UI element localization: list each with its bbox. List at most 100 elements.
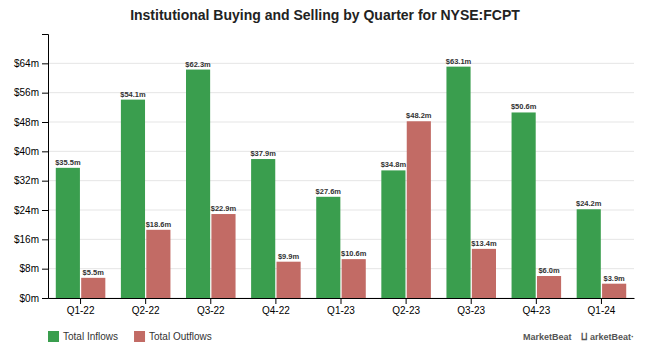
x-tick-mark	[80, 298, 81, 304]
legend-label: Total Outflows	[149, 331, 212, 342]
bar	[407, 121, 431, 298]
y-tick-mark	[42, 181, 48, 182]
data-label: $50.6m	[511, 102, 537, 111]
x-tick-label: Q4-22	[262, 305, 290, 316]
annotation: ⨿ arketBeat·	[581, 332, 634, 342]
bars	[56, 67, 626, 298]
legend: Total Inflows Total Outflows	[48, 331, 212, 342]
data-labels: $35.5m $54.1m $62.3m $37.9m $27.6m $34.8m $63.…	[55, 57, 625, 283]
bar	[146, 230, 170, 298]
x-tick: Q3-23	[457, 298, 485, 316]
y-tick-label: $32m	[14, 175, 39, 186]
y-axis-line	[42, 35, 49, 299]
x-tick-mark	[275, 298, 276, 304]
x-tick-label: Q3-23	[457, 305, 485, 316]
y-tick-label: $0m	[20, 293, 39, 304]
x-tick-label: Q2-23	[392, 305, 420, 316]
title: Institutional Buying and Selling by Quar…	[130, 7, 520, 23]
bar	[472, 249, 496, 298]
data-label: $63.1m	[446, 57, 472, 66]
y-tick-mark	[42, 93, 48, 94]
legend-label: Total Inflows	[63, 331, 118, 342]
x-tick-mark	[341, 298, 342, 304]
x-tick-mark	[471, 298, 472, 304]
y-tick-label: $24m	[14, 205, 39, 216]
bar	[342, 259, 366, 298]
y-tick-mark	[42, 210, 48, 211]
x-tick-label: Q4-23	[522, 305, 550, 316]
x-tick-mark	[145, 298, 146, 304]
x-tick: Q4-22	[262, 298, 290, 316]
data-label: $9.9m	[278, 252, 300, 261]
x-tick: Q2-22	[132, 298, 160, 316]
y-tick: $32m	[14, 175, 48, 186]
bar	[211, 214, 235, 298]
bar	[81, 278, 105, 298]
data-label: $48.2m	[406, 111, 432, 120]
x-tick: Q2-23	[392, 298, 420, 316]
y-tick: $40m	[14, 146, 48, 157]
y-tick-label: $40m	[14, 146, 39, 157]
x-tick-mark	[536, 298, 537, 304]
y-axis: $0m $8m $16m $24m $32m $40m $48m $56m $64m	[14, 35, 49, 304]
y-tick-label: $56m	[14, 87, 39, 98]
data-label: $10.6m	[341, 249, 367, 258]
bar	[186, 70, 210, 298]
x-tick-label: Q1-22	[67, 305, 95, 316]
bar	[251, 159, 275, 298]
x-tick-mark	[406, 298, 407, 304]
x-tick: Q3-22	[197, 298, 225, 316]
x-tick-mark	[210, 298, 211, 304]
x-tick-label: Q3-22	[197, 305, 225, 316]
bar-series	[81, 121, 626, 298]
y-tick-mark	[42, 122, 48, 123]
legend-swatch	[134, 331, 145, 342]
y-tick-label: $8m	[20, 263, 39, 274]
data-label: $27.6m	[316, 187, 342, 196]
data-label: $13.4m	[471, 239, 497, 248]
y-tick-label: $48m	[14, 117, 39, 128]
y-tick: $64m	[14, 58, 48, 69]
legend-item: Total Inflows	[48, 331, 118, 342]
bar	[512, 112, 536, 298]
data-label: $54.1m	[120, 90, 146, 99]
y-tick: $56m	[14, 87, 48, 98]
bar	[121, 100, 145, 298]
data-label: $6.0m	[538, 266, 560, 275]
y-tick-label: $64m	[14, 58, 39, 69]
bar-series	[56, 67, 601, 298]
x-tick: Q4-23	[522, 298, 550, 316]
data-label: $18.6m	[146, 220, 172, 229]
y-tick-mark	[42, 151, 48, 152]
bar	[316, 197, 340, 298]
bar	[446, 67, 470, 298]
y-tick-mark	[42, 298, 48, 299]
grid-line	[48, 63, 634, 64]
bar	[602, 284, 626, 298]
x-tick-label: Q1-24	[588, 305, 616, 316]
annotation: MarketBeat	[523, 332, 572, 342]
bar	[277, 262, 301, 298]
bar	[381, 170, 405, 298]
y-tick: $16m	[14, 234, 48, 245]
x-tick-label: Q1-23	[327, 305, 355, 316]
legend-swatch	[48, 331, 59, 342]
y-tick-mark	[42, 269, 48, 270]
legend-item: Total Outflows	[134, 331, 212, 342]
data-label: $35.5m	[55, 158, 81, 167]
bar	[56, 168, 80, 298]
data-label: $34.8m	[381, 160, 407, 169]
y-tick: $24m	[14, 205, 48, 216]
data-label: $37.9m	[250, 149, 276, 158]
data-label: $62.3m	[185, 60, 211, 69]
y-tick-label: $16m	[14, 234, 39, 245]
y-tick: $0m	[20, 293, 48, 304]
data-label: $3.9m	[604, 274, 626, 283]
x-tick: Q1-22	[67, 298, 95, 316]
x-tick: Q1-24	[588, 298, 616, 316]
y-tick: $48m	[14, 117, 48, 128]
data-label: $24.2m	[576, 199, 602, 208]
y-tick-mark	[42, 239, 48, 240]
chart: $0m $8m $16m $24m $32m $40m $48m $56m $64m Q1-22 Q…	[0, 0, 650, 350]
data-label: $5.5m	[83, 268, 105, 277]
